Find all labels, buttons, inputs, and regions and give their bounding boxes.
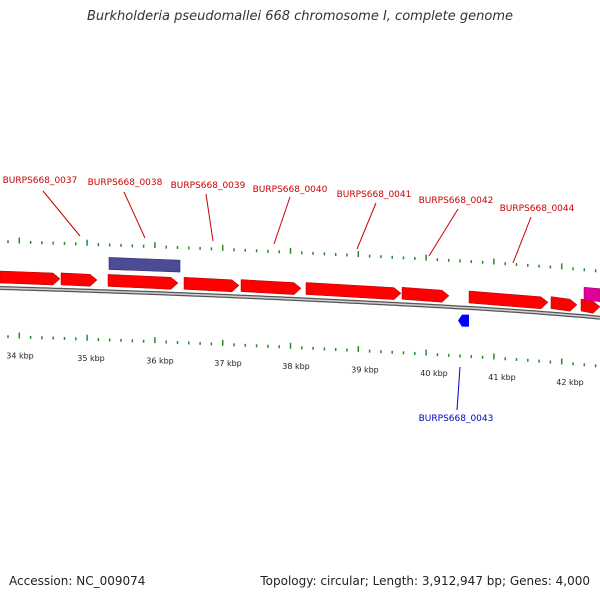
gene-label: BURPS668_0040 [253, 185, 328, 195]
gene-leader-line [273, 196, 291, 245]
accession-text: Accession: NC_009074 [9, 574, 146, 588]
gene-arrow-forward [401, 287, 450, 303]
feature-track [0, 257, 600, 327]
scale-tick-label: 42 kbp [556, 378, 584, 387]
feature-pink [583, 286, 600, 302]
gene-label: BURPS668_0039 [171, 181, 246, 191]
scale-tick-label: 36 kbp [146, 356, 174, 365]
gene-leader-line [428, 208, 459, 257]
gene-arrow-forward [305, 282, 402, 300]
scale-tick-label: 37 kbp [214, 359, 242, 368]
genome-summary-text: Topology: circular; Length: 3,912,947 bp… [260, 574, 590, 588]
label-leader-lines [42, 190, 532, 411]
gene-arrow-forward [0, 270, 61, 286]
outer-tick-ring [7, 237, 597, 273]
scale-tick-label: 40 kbp [420, 369, 448, 378]
gene-arrow-forward [240, 279, 302, 295]
gene-label: BURPS668_0043 [419, 414, 494, 424]
feature-bar-purple [108, 257, 181, 273]
scale-tick-label: 34 kbp [6, 352, 34, 361]
gene-arrow-forward [468, 290, 549, 310]
chromosome-backbone [0, 286, 600, 320]
inner-tick-ring [7, 332, 597, 368]
gene-leader-line [512, 216, 532, 264]
gene-leader-line [205, 193, 214, 242]
scale-tick-label: 38 kbp [282, 362, 310, 371]
gene-label: BURPS668_0041 [337, 190, 412, 200]
gene-arrow-forward [60, 272, 98, 287]
gene-labels: BURPS668_0037 BURPS668_0038 BURPS668_0039 B… [3, 176, 575, 424]
scale-tick-label: 39 kbp [351, 365, 379, 374]
gene-arrow-forward [183, 277, 240, 293]
scale-labels: 34 kbp 35 kbp 36 kbp 37 kbp 38 kbp 39 kbp 40 k… [6, 352, 584, 387]
gene-label: BURPS668_0037 [3, 176, 78, 186]
gene-arrow-forward [107, 274, 179, 290]
gene-leader-line [456, 366, 461, 411]
map-title: Burkholderia pseudomallei 668 chromosome… [86, 9, 514, 24]
backbone-line-highlight [0, 287, 600, 319]
gene-arrow-reverse [458, 314, 469, 327]
gene-label: BURPS668_0038 [88, 178, 163, 188]
gene-label: BURPS668_0044 [500, 204, 575, 214]
gene-leader-line [42, 190, 81, 237]
gene-arrow-forward [550, 296, 578, 312]
scale-tick-label: 41 kbp [488, 373, 516, 382]
gene-label: BURPS668_0042 [419, 196, 494, 206]
gene-leader-line [123, 191, 146, 239]
gene-leader-line [356, 202, 377, 250]
scale-tick-label: 35 kbp [77, 354, 105, 363]
